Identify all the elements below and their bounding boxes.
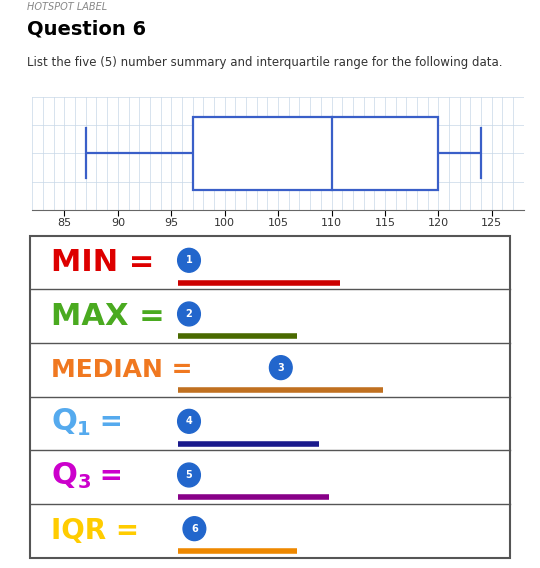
Text: IQR =: IQR = [51, 517, 139, 545]
Text: 5: 5 [186, 470, 192, 480]
Text: 3: 3 [278, 362, 284, 373]
Text: MIN =: MIN = [51, 248, 154, 277]
Text: =: = [90, 462, 123, 490]
Circle shape [178, 463, 200, 487]
Text: 6: 6 [191, 524, 198, 534]
Text: HOTSPOT LABEL: HOTSPOT LABEL [27, 2, 107, 12]
Text: 2: 2 [186, 309, 192, 319]
Text: Q: Q [51, 461, 77, 490]
Text: MEDIAN =: MEDIAN = [51, 358, 193, 382]
Text: 3: 3 [77, 474, 91, 492]
Text: Question 6: Question 6 [27, 20, 146, 39]
Circle shape [178, 248, 200, 272]
Circle shape [178, 302, 200, 326]
Circle shape [183, 517, 206, 541]
FancyBboxPatch shape [30, 236, 510, 558]
Text: List the five (5) number summary and interquartile range for the following data.: List the five (5) number summary and int… [27, 56, 503, 69]
Text: 1: 1 [77, 420, 91, 438]
Text: 4: 4 [186, 416, 192, 427]
Bar [193, 117, 438, 190]
Text: =: = [90, 408, 123, 436]
Text: Q: Q [51, 407, 77, 436]
Circle shape [269, 356, 292, 379]
Text: 1: 1 [186, 255, 192, 265]
Text: MAX =: MAX = [51, 302, 165, 331]
Circle shape [178, 410, 200, 433]
